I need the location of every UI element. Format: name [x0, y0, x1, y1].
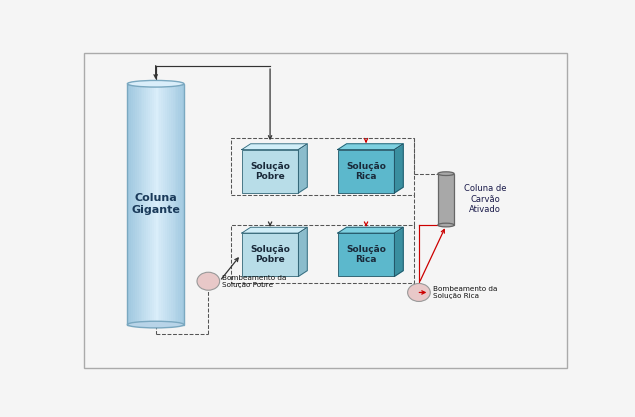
Polygon shape: [165, 84, 167, 324]
Polygon shape: [135, 84, 137, 324]
Polygon shape: [242, 150, 298, 193]
Ellipse shape: [197, 272, 220, 290]
Text: Bombeamento da
Solução Pobre: Bombeamento da Solução Pobre: [222, 275, 286, 288]
Ellipse shape: [128, 321, 184, 328]
Polygon shape: [394, 227, 403, 276]
Polygon shape: [144, 84, 146, 324]
Polygon shape: [242, 227, 307, 233]
Polygon shape: [142, 84, 144, 324]
Polygon shape: [128, 84, 130, 324]
Polygon shape: [133, 84, 135, 324]
Ellipse shape: [128, 80, 184, 87]
Polygon shape: [338, 227, 403, 233]
Text: Bombeamento da
Solução Rica: Bombeamento da Solução Rica: [432, 286, 497, 299]
Polygon shape: [146, 84, 148, 324]
Polygon shape: [152, 84, 154, 324]
Polygon shape: [182, 84, 184, 324]
Ellipse shape: [438, 172, 454, 176]
Polygon shape: [137, 84, 138, 324]
Polygon shape: [167, 84, 169, 324]
Text: Solução
Pobre: Solução Pobre: [250, 245, 290, 264]
Text: Solução
Pobre: Solução Pobre: [250, 161, 290, 181]
Polygon shape: [130, 84, 131, 324]
Ellipse shape: [438, 223, 454, 227]
Polygon shape: [169, 84, 171, 324]
Polygon shape: [159, 84, 161, 324]
Ellipse shape: [408, 284, 431, 301]
Polygon shape: [175, 84, 177, 324]
Polygon shape: [131, 84, 133, 324]
Polygon shape: [157, 84, 159, 324]
Polygon shape: [148, 84, 150, 324]
Text: Solução
Rica: Solução Rica: [346, 161, 386, 181]
Polygon shape: [173, 84, 175, 324]
Polygon shape: [298, 227, 307, 276]
Text: Coluna
Gigante: Coluna Gigante: [131, 193, 180, 215]
Polygon shape: [338, 150, 394, 193]
Polygon shape: [338, 233, 394, 276]
Polygon shape: [178, 84, 180, 324]
Polygon shape: [438, 173, 454, 225]
Polygon shape: [171, 84, 173, 324]
Polygon shape: [394, 144, 403, 193]
Polygon shape: [298, 144, 307, 193]
Polygon shape: [154, 84, 156, 324]
Polygon shape: [177, 84, 178, 324]
Polygon shape: [138, 84, 140, 324]
Text: Coluna de
Carvão
Ativado: Coluna de Carvão Ativado: [464, 184, 507, 214]
Polygon shape: [242, 144, 307, 150]
Polygon shape: [140, 84, 142, 324]
Polygon shape: [150, 84, 152, 324]
Polygon shape: [163, 84, 165, 324]
Text: Solução
Rica: Solução Rica: [346, 245, 386, 264]
Polygon shape: [161, 84, 163, 324]
Polygon shape: [156, 84, 157, 324]
Polygon shape: [338, 144, 403, 150]
Polygon shape: [242, 233, 298, 276]
Polygon shape: [180, 84, 182, 324]
